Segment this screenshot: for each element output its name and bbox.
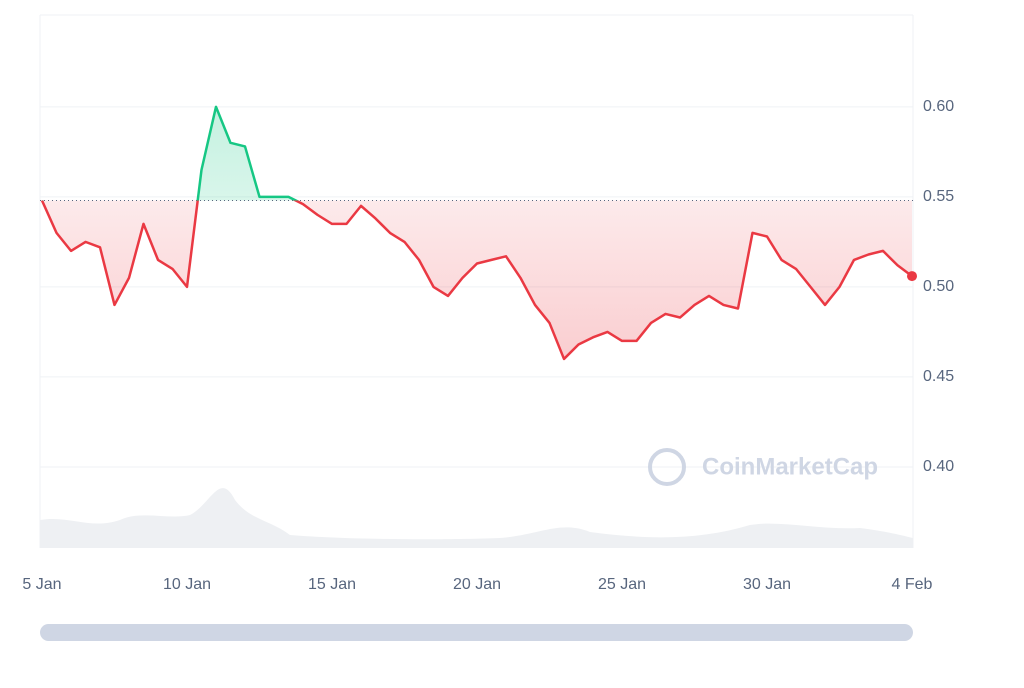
price-line-down xyxy=(40,200,913,361)
x-tick-label: 4 Feb xyxy=(892,576,933,593)
watermark-logo xyxy=(648,448,686,486)
x-tick-label: 15 Jan xyxy=(308,576,356,593)
last-price-dot xyxy=(907,271,917,282)
scrollbar[interactable] xyxy=(40,624,913,641)
watermark-text: CoinMarketCap xyxy=(702,453,878,480)
area-down xyxy=(42,200,912,359)
watermark: CoinMarketCap xyxy=(648,448,878,486)
x-tick-label: 20 Jan xyxy=(453,576,501,593)
y-tick-label: 0.45 xyxy=(923,368,954,385)
x-tick-label: 30 Jan xyxy=(743,576,791,593)
y-tick-label: 0.40 xyxy=(923,458,954,475)
y-tick-label: 0.55 xyxy=(923,188,954,205)
x-tick-label: 10 Jan xyxy=(163,576,211,593)
x-tick-label: 25 Jan xyxy=(598,576,646,593)
y-tick-label: 0.60 xyxy=(923,98,954,115)
volume-area xyxy=(40,488,913,548)
y-tick-label: 0.50 xyxy=(923,278,954,295)
x-tick-label: 5 Jan xyxy=(22,576,61,593)
